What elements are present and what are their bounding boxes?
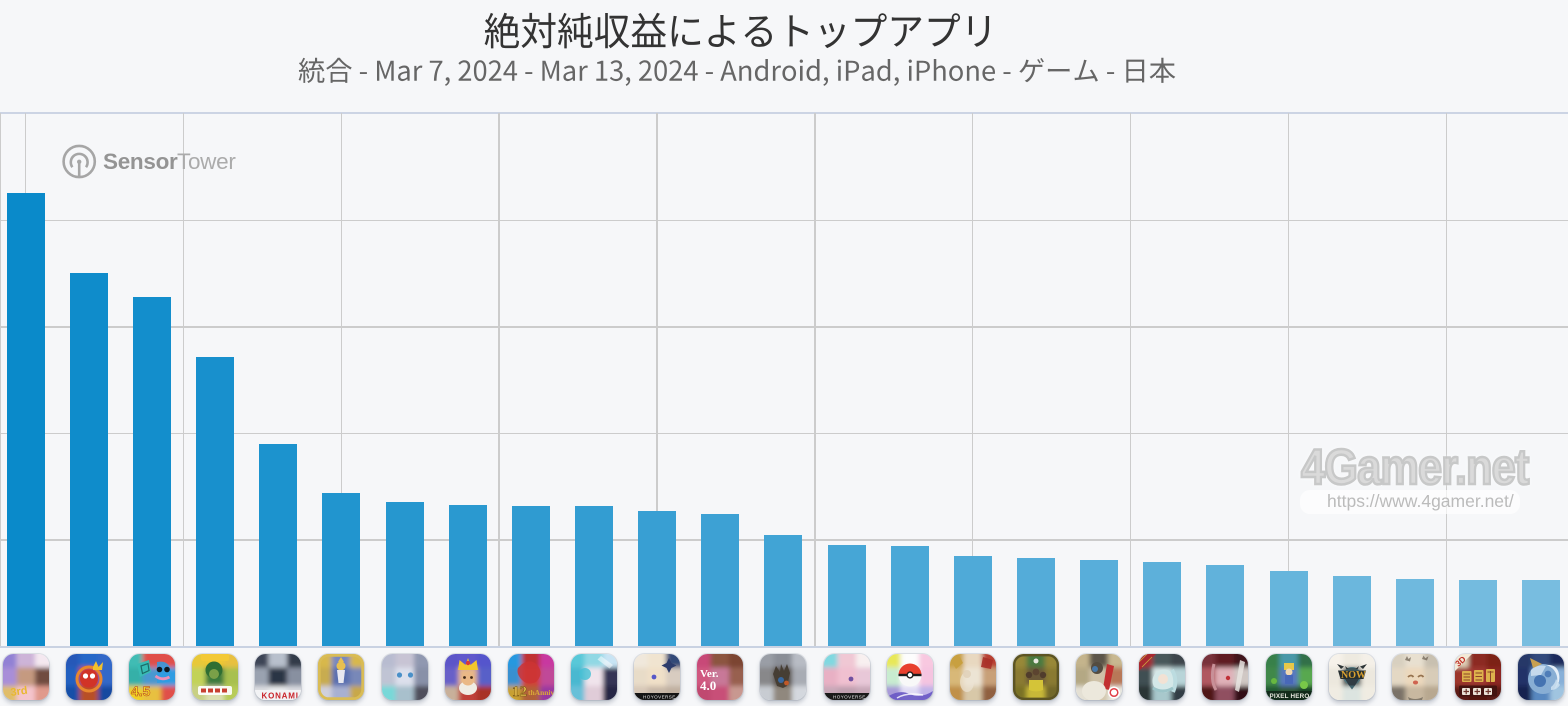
svg-text:Sensor: Sensor [103, 149, 178, 174]
svg-text:HOYOVERSE: HOYOVERSE [643, 695, 676, 700]
svg-text:NOW: NOW [1341, 670, 1366, 681]
svg-text:HOYOVERSE: HOYOVERSE [833, 695, 866, 700]
svg-text:Tower: Tower [177, 149, 236, 174]
svg-text:PIXEL HERO: PIXEL HERO [1269, 693, 1309, 700]
svg-text:3rd: 3rd [9, 685, 28, 699]
svg-text:4.5: 4.5 [131, 683, 151, 699]
svg-text:12: 12 [512, 684, 527, 700]
svg-text:thAnniv: thAnniv [528, 688, 554, 697]
svg-text:4.0: 4.0 [700, 678, 716, 693]
svg-text:KONAMI: KONAMI [262, 691, 299, 700]
svg-text:Ver.: Ver. [700, 668, 719, 680]
